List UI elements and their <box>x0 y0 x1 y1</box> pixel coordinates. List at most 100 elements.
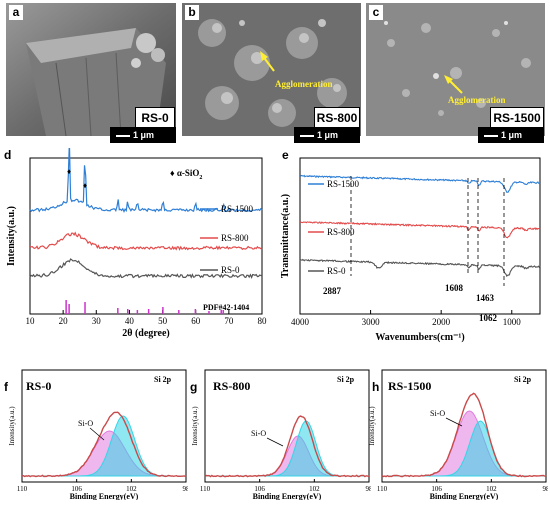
panel-letter-a: a <box>9 5 23 20</box>
xrd-tick-label-60: 60 <box>191 316 201 326</box>
xps-f-pointer <box>89 427 105 441</box>
xrd-series-rs-800 <box>29 231 263 251</box>
sem-panel-c: c Agglomeration RS-1500 <box>366 3 545 136</box>
xps-h-element: Si 2p <box>514 375 532 384</box>
ftir-legend: RS-1500 RS-800 RS-0 <box>308 179 360 276</box>
xps-h-envelope <box>381 392 547 478</box>
xps-f-envelope <box>21 411 187 478</box>
xps-f-tick-label-106: 106 <box>71 485 82 493</box>
xps-chart-h: 110 106 102 98 RS-1500 Si 2p Si-O Binding E… <box>368 369 548 500</box>
xrd-peak-markers: ♦ ♦ <box>67 167 87 190</box>
xps-f-tick-label-98: 98 <box>183 485 189 493</box>
sem-image-a <box>6 3 176 136</box>
annotation-2887: 2887 <box>323 286 342 296</box>
agglomeration-label-b: Agglomeration <box>275 79 333 89</box>
xps-g-tick-label-110: 110 <box>200 485 211 493</box>
panel-letter-e: e <box>282 148 289 162</box>
xps-g-tick-label-102: 102 <box>309 485 320 493</box>
scale-bar-a: 1 μm <box>110 127 176 143</box>
ftir-tick-label-1000: 1000 <box>503 317 522 327</box>
xrd-legend: RS-1500 RS-800 RS-0 <box>200 204 254 275</box>
scale-bar-c: 1 μm <box>478 127 544 143</box>
ftir-guide-lines <box>350 176 505 286</box>
xps-f-ticks: 110 106 102 98 <box>17 479 188 493</box>
xps-h-x-axis-label: Binding Energy(eV) <box>430 492 499 500</box>
xps-frame-g <box>204 369 370 483</box>
xrd-tick-label-40: 40 <box>125 316 135 326</box>
xrd-tick-label-30: 30 <box>92 316 102 326</box>
xps-g-peak-label: Si-O <box>251 429 266 438</box>
xps-g-ticks: 110 106 102 98 <box>200 479 371 493</box>
xps-g-envelope <box>204 415 370 478</box>
xps-h-tick-label-102: 102 <box>486 485 497 493</box>
xrd-plot-frame <box>29 157 263 315</box>
xps-f-peak-label: Si-O <box>78 419 93 428</box>
legend-label-rs-800: RS-800 <box>221 233 249 243</box>
xrd-series-rs-0 <box>29 258 263 279</box>
xps-h-tick-label-110: 110 <box>377 485 388 493</box>
ftir-series-rs-1500 <box>299 174 541 193</box>
ftir-tick-label-4000: 4000 <box>291 317 310 327</box>
xps-h-tick-label-98: 98 <box>543 485 549 493</box>
panel-letter-c: c <box>369 5 383 20</box>
xps-frame-f <box>21 369 187 483</box>
xrd-tick-label-80: 80 <box>258 316 268 326</box>
xps-f-element: Si 2p <box>154 375 172 384</box>
ftir-tick-label-2000: 2000 <box>432 317 451 327</box>
xrd-reference-label: PDF#42-1404 <box>203 303 249 312</box>
xrd-y-axis-label: Intensity(a.u.) <box>6 206 17 266</box>
panel-letter-f: f <box>4 380 8 394</box>
xps-chart-g: 110 106 102 98 RS-800 Si 2p Si-O Binding En… <box>191 369 371 500</box>
annotation-1608: 1608 <box>445 283 464 293</box>
ftir-x-axis-label: Wavenumbers(cm⁻¹) <box>375 332 464 343</box>
xrd-reference-peaks <box>65 300 224 314</box>
xps-f-y-axis-label: Intensity(a.u.) <box>8 406 16 446</box>
scale-text-a: 1 μm <box>133 130 155 140</box>
xps-h-pointer <box>445 417 463 427</box>
xps-frame-h <box>381 369 547 483</box>
panel-letter-d: d <box>4 148 12 162</box>
sem-panel-a: a RS-0 <box>6 3 176 136</box>
legend-label-rs-0: RS-0 <box>327 266 346 276</box>
xps-f-x-axis-label: Binding Energy(eV) <box>70 492 139 500</box>
legend-label-rs-1500: RS-1500 <box>221 204 254 214</box>
xrd-tick-label-50: 50 <box>158 316 168 326</box>
xps-h-peak-label: Si-O <box>430 409 445 418</box>
annotation-1463: 1463 <box>476 293 495 303</box>
xrd-tick-label-10: 10 <box>26 316 36 326</box>
annotation-1062: 1062 <box>479 313 498 323</box>
xps-g-tick-label-106: 106 <box>254 485 265 493</box>
sample-label-c: RS-1500 <box>490 107 544 129</box>
xps-g-y-axis-label: Intensity(a.u.) <box>191 406 199 446</box>
xrd-tick-label-70: 70 <box>224 316 234 326</box>
xrd-chart: 10 20 30 40 50 60 70 80 ♦ ♦ ♦ α-SiO2 RS-1500 RS… <box>6 148 268 339</box>
xrd-x-ticks: 10 20 30 40 50 60 70 80 <box>26 310 268 326</box>
xps-h-sample: RS-1500 <box>388 379 431 393</box>
diamond-marker-2: ♦ <box>83 181 87 190</box>
panel-letter-g: g <box>190 380 198 394</box>
ftir-series-rs-800 <box>299 221 541 239</box>
xps-h-tick-label-106: 106 <box>431 485 442 493</box>
xps-f-sample: RS-0 <box>26 379 51 393</box>
diamond-marker-1: ♦ <box>67 167 71 176</box>
xrd-tick-label-20: 20 <box>59 316 69 326</box>
legend-label-rs-1500: RS-1500 <box>327 179 360 189</box>
panel-letter-b: b <box>185 5 199 20</box>
xrd-series-rs-1500 <box>29 148 263 213</box>
ftir-x-ticks: 4000 3000 2000 1000 <box>291 310 521 327</box>
xps-g-element: Si 2p <box>337 375 355 384</box>
panel-letter-h: h <box>372 380 380 394</box>
ftir-tick-label-3000: 3000 <box>362 317 381 327</box>
legend-label-rs-0: RS-0 <box>221 265 240 275</box>
ftir-chart: 4000 3000 2000 1000 RS-1500 RS-800 RS-0 288… <box>280 157 541 343</box>
xps-g-sample: RS-800 <box>213 379 250 393</box>
xps-f-tick-label-110: 110 <box>17 485 28 493</box>
xps-f-tick-label-102: 102 <box>126 485 137 493</box>
xps-h-ticks: 110 106 102 98 <box>377 479 548 493</box>
scale-text-b: 1 μm <box>317 130 339 140</box>
sample-label-a: RS-0 <box>135 107 175 129</box>
xps-h-y-axis-label: Intensity(a.u.) <box>368 406 376 446</box>
ftir-annotations: 2887 1608 1463 1062 <box>323 283 498 323</box>
xps-g-x-axis-label: Binding Energy(eV) <box>253 492 322 500</box>
xps-g-tick-label-98: 98 <box>366 485 372 493</box>
